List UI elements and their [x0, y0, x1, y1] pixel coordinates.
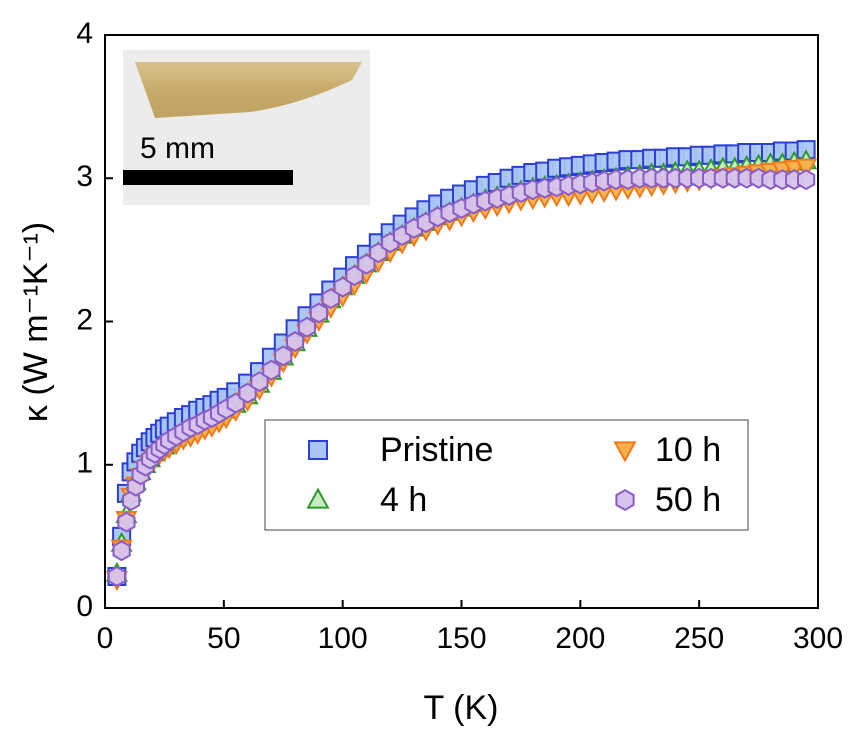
- legend-box: [264, 419, 749, 531]
- x-tick-label: 100: [318, 622, 368, 655]
- sample-crystal: [135, 62, 362, 118]
- legend-label: 4 h: [380, 481, 427, 519]
- legend-label: Pristine: [380, 431, 493, 469]
- x-tick-label: 0: [97, 622, 114, 655]
- legend-label: 10 h: [655, 431, 721, 469]
- y-tick-label: 3: [76, 160, 93, 193]
- y-axis-label: κ (W m⁻¹K⁻¹): [17, 222, 55, 422]
- data-point: [274, 345, 293, 367]
- legend-marker: [613, 441, 637, 463]
- scale-bar: [123, 170, 293, 185]
- x-tick-label: 250: [674, 622, 724, 655]
- data-point: [262, 359, 281, 381]
- legend-marker: [615, 488, 635, 512]
- data-point: [107, 565, 126, 587]
- legend-label: 50 h: [655, 481, 721, 519]
- data-point: [286, 331, 305, 353]
- legend-marker: [306, 487, 330, 509]
- data-layer: [105, 140, 818, 592]
- x-tick-label: 200: [555, 622, 605, 655]
- data-point: [117, 511, 136, 533]
- legend: Pristine 4 h 10 h 50 h: [264, 419, 749, 531]
- x-tick-label: 300: [793, 622, 843, 655]
- x-tick-label: 50: [207, 622, 240, 655]
- inset-photo: 5 mm: [123, 50, 370, 205]
- data-point: [797, 169, 816, 191]
- x-axis-label: T (K): [424, 689, 499, 727]
- x-tick-label: 150: [436, 622, 486, 655]
- legend-marker: [308, 440, 328, 460]
- y-tick-label: 0: [76, 590, 93, 623]
- y-tick-label: 1: [76, 447, 93, 480]
- y-tick-label: 4: [76, 17, 93, 50]
- data-point: [112, 540, 131, 562]
- data-point: [795, 158, 818, 179]
- scale-bar-label: 5 mm: [140, 132, 215, 165]
- data-point: [309, 302, 328, 324]
- y-tick-label: 2: [76, 303, 93, 336]
- data-point: [297, 316, 317, 338]
